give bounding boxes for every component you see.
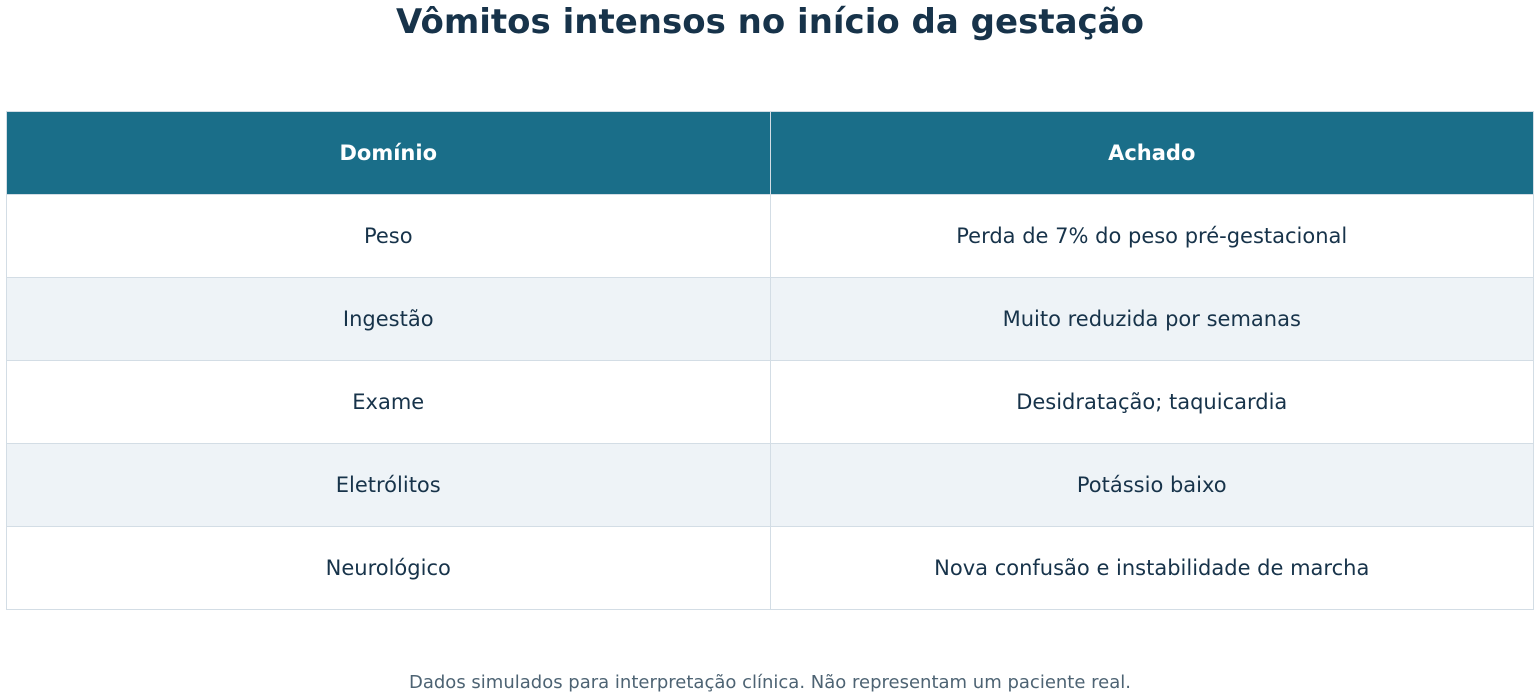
title: Vômitos intensos no início da gestação (396, 2, 1144, 42)
table-cell: Desidratação; taquicardia (769, 360, 1534, 444)
table-cell: Muito reduzida por semanas (769, 277, 1534, 361)
table-cell: Potássio baixo (769, 443, 1534, 527)
table-row: Neurológico Nova confusão e instabilidade… (6, 526, 1534, 610)
table-row: Eletrólitos Potássio baixo (6, 443, 1534, 527)
header-row: Domínio Achado (6, 111, 1534, 195)
header-cell: Achado (769, 111, 1534, 195)
table-row: Exame Desidratação; taquicardia (6, 360, 1534, 444)
table-cell: Neurológico (6, 526, 771, 610)
table-cell: Perda de 7% do peso pré-gestacional (769, 194, 1534, 278)
table-body: Peso Perda de 7% do peso pré-gestacional I… (6, 194, 1534, 610)
table-row: Ingestão Muito reduzida por semanas (6, 277, 1534, 361)
table: Domínio Achado Peso Perda de 7% do peso pr… (6, 111, 1534, 610)
table-cell: Exame (6, 360, 771, 444)
header-cell: Domínio (6, 111, 771, 195)
table-cell: Peso (6, 194, 771, 278)
table-cell: Eletrólitos (6, 443, 771, 527)
table-cell: Nova confusão e instabilidade de marcha (769, 526, 1534, 610)
footnote: Dados simulados para interpretação clíni… (408, 672, 1131, 693)
table-row: Peso Perda de 7% do peso pré-gestacional (6, 194, 1534, 278)
table-cell: Ingestão (6, 277, 771, 361)
